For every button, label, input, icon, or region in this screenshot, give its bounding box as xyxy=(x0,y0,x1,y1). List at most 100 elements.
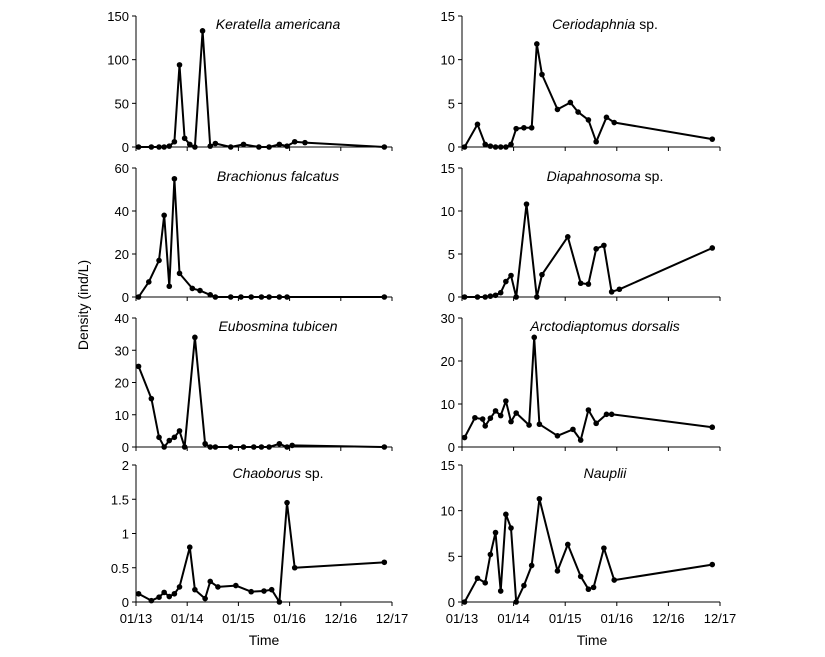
panel-title-suffix: sp. xyxy=(641,168,664,184)
y-tick-label: 5 xyxy=(448,247,455,262)
x-tick-label: 01/16 xyxy=(273,611,306,626)
panel-brachionus-falcatus: 0 20 40 60 Brachionus falcatus xyxy=(115,161,393,305)
data-point xyxy=(146,279,152,285)
data-point xyxy=(513,599,519,605)
series-line xyxy=(137,336,385,448)
data-point xyxy=(302,139,308,146)
data-point xyxy=(709,424,716,431)
data-point xyxy=(192,586,198,593)
data-point xyxy=(482,294,489,300)
data-point xyxy=(284,444,290,450)
data-point xyxy=(487,551,494,558)
data-point xyxy=(497,144,504,150)
y-tick-label: 0.5 xyxy=(111,561,129,576)
data-point xyxy=(503,511,509,518)
data-point xyxy=(521,582,527,589)
data-point xyxy=(474,294,481,300)
y-tick-label: 15 xyxy=(441,458,455,473)
data-point xyxy=(156,594,162,601)
data-point xyxy=(577,280,584,287)
data-point xyxy=(534,294,540,300)
data-point xyxy=(497,588,504,594)
data-point xyxy=(261,588,267,594)
data-point xyxy=(135,590,142,597)
y-tick-label: 0 xyxy=(122,595,129,610)
x-tick-label: 12/16 xyxy=(325,611,358,626)
data-point xyxy=(207,292,214,298)
data-point xyxy=(212,444,219,450)
data-point xyxy=(207,444,214,450)
panel-title-name: Chaoborus xyxy=(232,465,301,481)
data-point xyxy=(528,124,535,131)
y-tick-label: 0 xyxy=(448,595,455,610)
data-point xyxy=(593,138,599,145)
y-tick-label: 0 xyxy=(122,140,129,155)
panel-title-name: Nauplii xyxy=(584,465,628,481)
data-point xyxy=(616,286,623,293)
data-point xyxy=(521,124,527,131)
data-point xyxy=(192,334,198,341)
data-point xyxy=(531,334,538,341)
data-point xyxy=(207,143,214,149)
x-tick-label: 01/15 xyxy=(222,611,255,626)
data-point xyxy=(248,588,254,595)
data-point xyxy=(534,41,540,47)
data-point xyxy=(176,62,183,68)
data-point xyxy=(487,293,494,299)
y-tick-label: 0 xyxy=(122,440,129,455)
data-point xyxy=(171,434,178,441)
data-point xyxy=(166,593,173,600)
data-point xyxy=(585,407,592,413)
y-tick-label: 50 xyxy=(115,96,129,111)
data-point xyxy=(276,294,283,300)
data-point xyxy=(539,71,545,78)
data-point xyxy=(381,294,388,300)
data-point xyxy=(233,582,239,589)
data-point xyxy=(461,144,468,150)
data-point xyxy=(199,28,206,34)
data-point xyxy=(508,272,514,279)
data-point xyxy=(166,143,173,149)
y-tick-label: 20 xyxy=(115,376,129,391)
data-point xyxy=(189,285,196,292)
y-tick-label: 30 xyxy=(115,343,129,358)
data-point xyxy=(238,294,244,300)
x-axis-label-right: Time xyxy=(577,632,608,648)
data-point xyxy=(161,144,167,150)
data-point xyxy=(611,119,618,126)
data-point xyxy=(523,201,530,207)
data-point xyxy=(593,420,599,427)
data-point xyxy=(256,144,262,150)
y-tick-label: 0 xyxy=(448,290,455,305)
data-point xyxy=(156,257,162,264)
data-point xyxy=(266,294,272,300)
x-axis-label-left: Time xyxy=(249,632,280,648)
data-point xyxy=(291,564,298,571)
panel-chaoborus: 0 0.5 1 1.5 2 01/13 01/14 01/15 01/16 12/16 12/17 C… xyxy=(111,458,408,626)
y-tick-label: 10 xyxy=(441,53,455,68)
data-point xyxy=(487,415,494,421)
series-line xyxy=(463,42,713,148)
data-point xyxy=(526,422,532,428)
data-point xyxy=(528,562,535,569)
data-point xyxy=(577,437,584,443)
y-tick-label: 150 xyxy=(107,9,129,24)
data-point xyxy=(492,408,499,414)
data-point xyxy=(567,99,574,106)
y-tick-label: 10 xyxy=(441,204,455,219)
data-point xyxy=(508,418,514,425)
data-point xyxy=(601,242,607,249)
data-point xyxy=(570,426,576,433)
data-point xyxy=(181,444,188,450)
data-point xyxy=(482,580,489,586)
data-point xyxy=(554,433,561,439)
data-point xyxy=(503,398,509,404)
data-point xyxy=(215,584,221,590)
data-point xyxy=(135,294,142,300)
data-point xyxy=(482,423,489,429)
panel-title-name: Eubosmina tubicen xyxy=(218,318,337,334)
data-point xyxy=(148,395,155,402)
panel-title: Eubosmina tubicen xyxy=(218,318,337,334)
y-tick-label: 5 xyxy=(448,549,455,564)
y-tick-label: 60 xyxy=(115,161,129,176)
